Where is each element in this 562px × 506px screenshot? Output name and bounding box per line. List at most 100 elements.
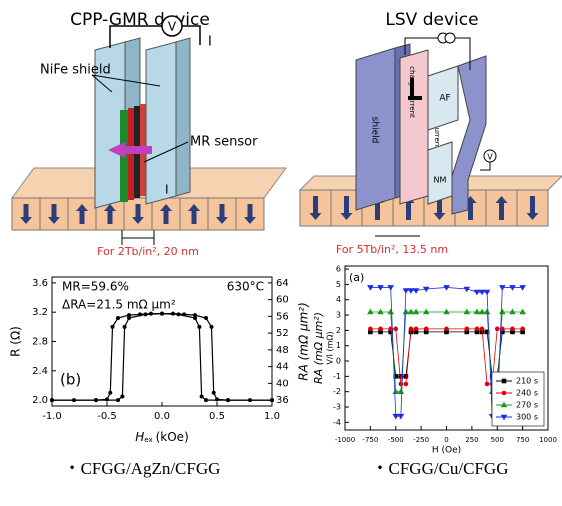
current-label: I — [165, 183, 169, 197]
y-axis-label: RA (mΩ μm²) — [312, 312, 325, 384]
y-tick-label: -4 — [333, 418, 341, 427]
marker — [270, 398, 274, 402]
y-tick-label: 0 — [336, 357, 341, 366]
marker — [393, 327, 398, 332]
marker — [404, 374, 409, 379]
right-shield-side — [176, 38, 190, 196]
marker — [94, 398, 98, 402]
density-note: For 5Tb/in², 13.5 nm — [336, 243, 448, 256]
y-tick-label: 2 — [336, 326, 341, 335]
x-tick-label: -1.0 — [42, 411, 62, 422]
y-tick-label: 6 — [336, 265, 341, 274]
caption: ・CFGG/AgZn/CFGG — [64, 459, 221, 478]
y2-tick-label: 44 — [276, 362, 289, 373]
marker — [367, 309, 374, 315]
y2-tick-label: 56 — [276, 311, 289, 322]
y-tick-label: 2.4 — [32, 366, 48, 377]
x-tick-label: -750 — [362, 436, 378, 444]
marker — [423, 309, 430, 315]
x-tick-label: -0.5 — [97, 411, 117, 422]
marker — [108, 391, 112, 395]
marker — [120, 394, 124, 398]
marker — [212, 391, 216, 395]
legend-label: 210 s — [516, 377, 538, 386]
x-tick-label: 0.0 — [154, 411, 170, 422]
marker — [111, 325, 115, 329]
marker — [116, 398, 120, 402]
marker — [377, 285, 384, 291]
y2-tick-label: 52 — [276, 328, 289, 339]
marker — [509, 309, 516, 315]
wire — [480, 162, 490, 170]
marker — [414, 327, 419, 332]
marker — [378, 327, 383, 332]
y2-axis-label: RA (mΩ μm²) — [297, 302, 311, 381]
marker — [409, 327, 414, 332]
marker — [144, 312, 148, 316]
marker — [127, 316, 131, 320]
marker — [464, 309, 471, 315]
right-shield — [146, 42, 176, 204]
af-label: AF — [439, 94, 450, 104]
marker — [193, 316, 197, 320]
x-tick-label: 0.5 — [209, 411, 225, 422]
marker — [367, 285, 374, 291]
marker — [475, 327, 480, 332]
marker — [116, 316, 120, 320]
voltmeter-label: V — [168, 20, 177, 34]
source — [445, 33, 455, 43]
annotation: (b) — [60, 371, 81, 389]
marker — [204, 316, 208, 320]
series-line — [52, 314, 272, 400]
marker — [499, 285, 506, 291]
marker — [160, 312, 164, 316]
y-tick-label: -1 — [333, 372, 341, 381]
x-tick-label: -500 — [388, 436, 404, 444]
shield-label: shield — [370, 117, 380, 144]
marker — [210, 325, 214, 329]
marker — [443, 309, 450, 315]
marker — [177, 312, 181, 316]
annotation: (a) — [349, 271, 364, 284]
marker — [226, 398, 230, 402]
marker — [519, 309, 526, 315]
y2-tick-label: 36 — [276, 395, 289, 406]
marker — [484, 290, 491, 296]
annotation: ΔRA=21.5 mΩ μm² — [62, 298, 176, 312]
marker — [50, 398, 54, 402]
sensor-label: MR sensor — [190, 135, 258, 150]
marker — [502, 379, 507, 384]
y-axis-label: R (Ω) — [9, 326, 23, 357]
current-arrow — [410, 78, 414, 98]
x-tick-label: 750 — [516, 436, 529, 444]
x-axis-label-unit: (kOe) — [156, 430, 189, 444]
diagram-title: CPP-GMR device — [70, 10, 210, 30]
plot-frame — [52, 277, 272, 406]
x-tick-label: -1000 — [335, 436, 355, 444]
marker — [424, 327, 429, 332]
x-tick-label: 1.0 — [264, 411, 280, 422]
marker — [413, 288, 420, 294]
marker — [197, 325, 201, 329]
current-label: I — [208, 35, 212, 50]
marker — [510, 327, 515, 332]
marker — [204, 398, 208, 402]
series-line — [52, 314, 272, 400]
x-tick-label: -250 — [413, 436, 429, 444]
marker — [484, 309, 491, 315]
caption: ・CFGG/Cu/CFGG — [372, 459, 509, 478]
y-tick-label: -3 — [333, 403, 341, 412]
x-axis-label-main: H — [135, 430, 144, 444]
marker — [485, 382, 490, 387]
marker — [398, 388, 405, 394]
annotation: MR=59.6% — [62, 280, 129, 294]
density-note: For 2Tb/in², 20 nm — [97, 245, 199, 258]
marker — [499, 309, 506, 315]
y-tick-label: 2.8 — [32, 337, 48, 348]
x-tick-label: 1000 — [539, 436, 557, 444]
marker — [377, 309, 384, 315]
y-tick-label: 4 — [336, 295, 341, 304]
y-tick-label: 3.6 — [32, 278, 48, 289]
y2-tick-label: 40 — [276, 378, 289, 389]
